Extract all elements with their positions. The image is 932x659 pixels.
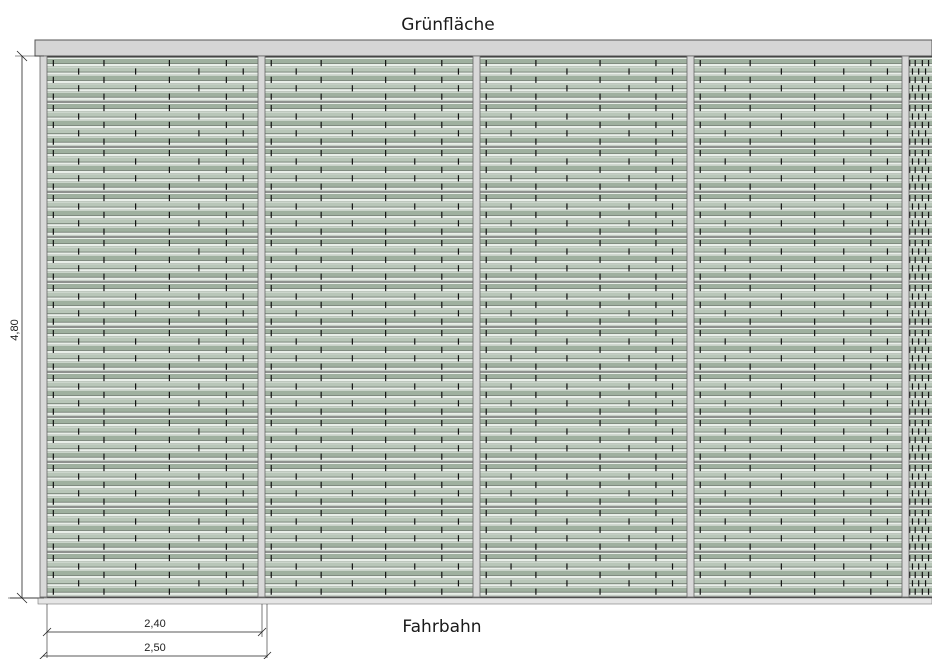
bottom-label-roadway: Fahrbahn — [402, 617, 481, 637]
wall-panels — [47, 56, 932, 598]
slat-band — [47, 551, 932, 596]
post — [39, 55, 48, 598]
slat-band — [47, 461, 932, 506]
post — [901, 55, 910, 598]
foundation-strip — [37, 597, 932, 605]
slat-band — [47, 56, 932, 101]
slat-band — [47, 281, 932, 326]
slat-band — [47, 506, 932, 551]
slat-band — [47, 101, 932, 146]
slat-band — [47, 236, 932, 281]
panel-dimension-inner: 2,40 — [42, 604, 267, 658]
top-coping — [34, 39, 932, 57]
post — [686, 55, 695, 598]
slat-band — [47, 191, 932, 236]
height-dimension-label: 4,80 — [9, 319, 21, 340]
slat-band — [47, 146, 932, 191]
slat-band — [47, 416, 932, 461]
panel-axis-label: 2,50 — [144, 642, 165, 654]
panel-inner-label: 2,40 — [144, 618, 165, 630]
post — [472, 55, 481, 598]
post — [257, 55, 266, 598]
posts — [39, 55, 910, 598]
slat-band — [47, 326, 932, 371]
top-label-green-area: Grünfläche — [401, 15, 494, 35]
panel-dimension-axis: 2,50 — [39, 604, 272, 659]
slat-band — [47, 371, 932, 416]
height-dimension: 4,80 — [8, 50, 44, 604]
